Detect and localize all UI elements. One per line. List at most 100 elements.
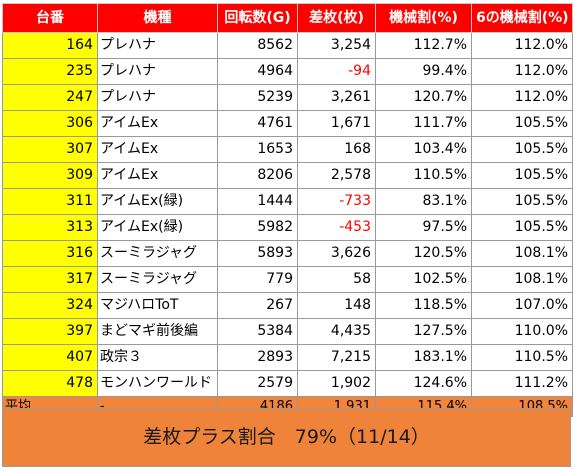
cell-diff[interactable]: 2,578: [297, 162, 376, 189]
cell-unit[interactable]: 311: [2, 188, 98, 215]
cell-diff[interactable]: 3,254: [297, 32, 376, 59]
cell-diff[interactable]: 148: [297, 292, 376, 319]
cell-unit[interactable]: 306: [2, 110, 98, 137]
cell-rate6[interactable]: 108.1%: [471, 266, 573, 293]
cell-unit[interactable]: 247: [2, 84, 98, 111]
cell-model[interactable]: アイムEx: [97, 110, 218, 137]
cell-model[interactable]: プレハナ: [97, 84, 218, 111]
cell-rate6[interactable]: 112.0%: [471, 84, 573, 111]
cell-unit[interactable]: 478: [2, 370, 98, 397]
cell-rate[interactable]: 124.6%: [375, 370, 472, 397]
cell-rate[interactable]: 120.5%: [375, 240, 472, 267]
cell-model[interactable]: マジハロToT: [97, 292, 218, 319]
cell-rate[interactable]: 110.5%: [375, 162, 472, 189]
header-rate[interactable]: 機械割(%): [375, 3, 472, 33]
cell-rate[interactable]: 111.7%: [375, 110, 472, 137]
cell-diff[interactable]: 4,435: [297, 318, 376, 345]
cell-diff[interactable]: 3,626: [297, 240, 376, 267]
cell-spins[interactable]: 4761: [217, 110, 298, 137]
cell-spins[interactable]: 8562: [217, 32, 298, 59]
cell-spins[interactable]: 5893: [217, 240, 298, 267]
cell-unit[interactable]: 324: [2, 292, 98, 319]
plus-ratio-summary[interactable]: 差枚プラス割合 79%（11/14）: [2, 408, 571, 467]
cell-rate[interactable]: 97.5%: [375, 214, 472, 241]
cell-rate6[interactable]: 107.0%: [471, 292, 573, 319]
cell-model[interactable]: 政宗３: [97, 344, 218, 371]
table-row: 316 スーミラジャグ 5893 3,626 120.5% 108.1%: [2, 240, 573, 267]
cell-diff[interactable]: -94: [297, 58, 376, 85]
cell-rate6[interactable]: 108.1%: [471, 240, 573, 267]
cell-unit[interactable]: 309: [2, 162, 98, 189]
cell-rate6[interactable]: 110.5%: [471, 344, 573, 371]
cell-diff[interactable]: 1,671: [297, 110, 376, 137]
cell-rate6[interactable]: 105.5%: [471, 214, 573, 241]
cell-rate6[interactable]: 112.0%: [471, 32, 573, 59]
cell-spins[interactable]: 2579: [217, 370, 298, 397]
table-row: 324 マジハロToT 267 148 118.5% 107.0%: [2, 292, 573, 319]
cell-rate6[interactable]: 110.0%: [471, 318, 573, 345]
cell-rate[interactable]: 112.7%: [375, 32, 472, 59]
cell-rate6[interactable]: 105.5%: [471, 110, 573, 137]
cell-model[interactable]: アイムEx: [97, 162, 218, 189]
cell-rate[interactable]: 120.7%: [375, 84, 472, 111]
cell-diff[interactable]: 1,902: [297, 370, 376, 397]
table-row: 164 プレハナ 8562 3,254 112.7% 112.0%: [2, 32, 573, 59]
cell-rate6[interactable]: 112.0%: [471, 58, 573, 85]
cell-spins[interactable]: 5384: [217, 318, 298, 345]
cell-model[interactable]: プレハナ: [97, 32, 218, 59]
cell-diff[interactable]: 3,261: [297, 84, 376, 111]
cell-rate[interactable]: 83.1%: [375, 188, 472, 215]
cell-unit[interactable]: 307: [2, 136, 98, 163]
cell-rate6[interactable]: 111.2%: [471, 370, 573, 397]
cell-diff[interactable]: 58: [297, 266, 376, 293]
table-row: 309 アイムEx 8206 2,578 110.5% 105.5%: [2, 162, 573, 189]
cell-spins[interactable]: 2893: [217, 344, 298, 371]
cell-spins[interactable]: 267: [217, 292, 298, 319]
cell-unit[interactable]: 397: [2, 318, 98, 345]
cell-model[interactable]: モンハンワールド: [97, 370, 218, 397]
cell-unit[interactable]: 317: [2, 266, 98, 293]
cell-diff[interactable]: -733: [297, 188, 376, 215]
cell-spins[interactable]: 8206: [217, 162, 298, 189]
table-row: 247 プレハナ 5239 3,261 120.7% 112.0%: [2, 84, 573, 111]
header-unit[interactable]: 台番: [2, 3, 98, 33]
table-row: 397 まどマギ前後編 5384 4,435 127.5% 110.0%: [2, 318, 573, 345]
cell-spins[interactable]: 4964: [217, 58, 298, 85]
cell-rate6[interactable]: 105.5%: [471, 136, 573, 163]
cell-diff[interactable]: -453: [297, 214, 376, 241]
cell-unit[interactable]: 407: [2, 344, 98, 371]
cell-rate[interactable]: 183.1%: [375, 344, 472, 371]
cell-rate[interactable]: 102.5%: [375, 266, 472, 293]
header-model[interactable]: 機種: [97, 3, 218, 33]
cell-spins[interactable]: 5982: [217, 214, 298, 241]
cell-rate6[interactable]: 105.5%: [471, 162, 573, 189]
cell-rate[interactable]: 99.4%: [375, 58, 472, 85]
header-diff[interactable]: 差枚(枚): [297, 3, 376, 33]
cell-rate[interactable]: 127.5%: [375, 318, 472, 345]
cell-unit[interactable]: 235: [2, 58, 98, 85]
cell-diff[interactable]: 168: [297, 136, 376, 163]
cell-model[interactable]: まどマギ前後編: [97, 318, 218, 345]
cell-rate[interactable]: 118.5%: [375, 292, 472, 319]
header-rate6[interactable]: 6の機械割(%): [471, 3, 573, 33]
cell-spins[interactable]: 1444: [217, 188, 298, 215]
cell-rate[interactable]: 103.4%: [375, 136, 472, 163]
cell-spins[interactable]: 5239: [217, 84, 298, 111]
results-sheet: 台番 機種 回転数(G) 差枚(枚) 機械割(%) 6の機械割(%) 164 プレ…: [2, 3, 573, 417]
cell-model[interactable]: アイムEx(緑): [97, 188, 218, 215]
header-spins[interactable]: 回転数(G): [217, 3, 298, 33]
cell-diff[interactable]: 7,215: [297, 344, 376, 371]
cell-rate6[interactable]: 105.5%: [471, 188, 573, 215]
cell-model[interactable]: スーミラジャグ: [97, 266, 218, 293]
cell-spins[interactable]: 1653: [217, 136, 298, 163]
table-row: 307 アイムEx 1653 168 103.4% 105.5%: [2, 136, 573, 163]
table-row: 235 プレハナ 4964 -94 99.4% 112.0%: [2, 58, 573, 85]
cell-unit[interactable]: 316: [2, 240, 98, 267]
cell-model[interactable]: プレハナ: [97, 58, 218, 85]
cell-model[interactable]: スーミラジャグ: [97, 240, 218, 267]
cell-spins[interactable]: 779: [217, 266, 298, 293]
cell-model[interactable]: アイムEx(緑): [97, 214, 218, 241]
cell-model[interactable]: アイムEx: [97, 136, 218, 163]
cell-unit[interactable]: 313: [2, 214, 98, 241]
cell-unit[interactable]: 164: [2, 32, 98, 59]
